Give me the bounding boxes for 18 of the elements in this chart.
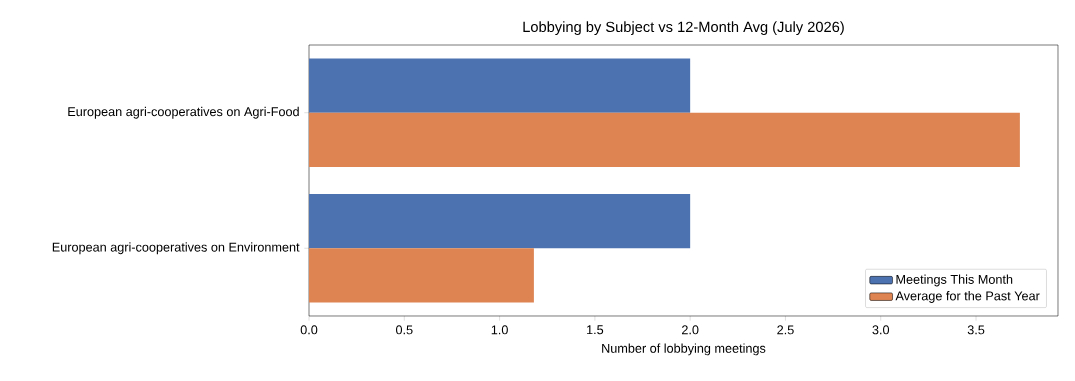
bar — [309, 112, 1020, 167]
y-tick-label: European agri-cooperatives on Agri-Food — [68, 106, 299, 119]
bar — [309, 248, 534, 303]
x-tick-label: 2.0 — [681, 325, 699, 335]
x-tick-label: 0.0 — [300, 325, 318, 335]
x-tick-label: 3.0 — [872, 325, 890, 335]
legend-label: Meetings This Month — [896, 274, 1013, 287]
x-tick-label: 1.0 — [491, 325, 508, 335]
legend-label: Average for the Past Year — [895, 291, 1040, 303]
x-tick-label: 0.5 — [395, 325, 413, 335]
x-axis-title: Number of lobbying meetings — [602, 343, 766, 356]
x-tick-label: 3.5 — [967, 325, 985, 335]
x-tick-label: 2.5 — [777, 325, 794, 335]
bar — [309, 194, 691, 249]
x-tick-label: 1.5 — [587, 325, 604, 335]
y-tick-label: European agri-cooperatives on Environment — [52, 242, 300, 255]
chart-title: Lobbying by Subject vs 12-Month Avg (July 2026) — [523, 21, 844, 35]
bar — [309, 58, 691, 113]
